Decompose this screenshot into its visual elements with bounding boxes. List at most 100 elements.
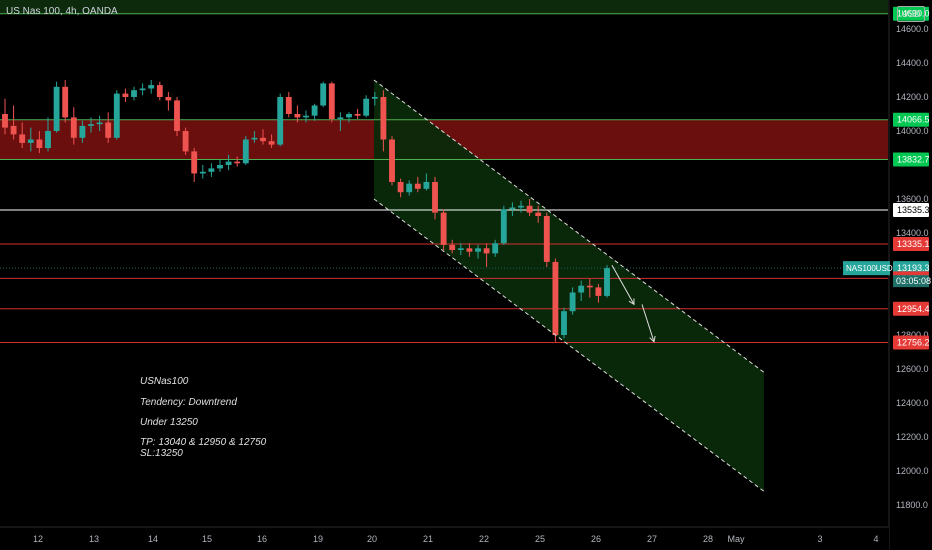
candle-body (113, 93, 120, 138)
x-tick-label: May (727, 534, 745, 544)
channel-upper-line (373, 79, 765, 373)
price-label-box (893, 237, 929, 252)
time-axis (0, 527, 889, 550)
candle-body (70, 117, 77, 138)
price-label-box (893, 202, 929, 217)
price-label-text: 14690.0 (897, 9, 930, 19)
price-label-box (893, 301, 929, 316)
x-tick-label: 19 (313, 534, 323, 544)
candle-body (96, 122, 103, 125)
candle-body (105, 122, 112, 138)
candle-body (2, 114, 8, 128)
candle-body (449, 244, 456, 250)
candle-body (199, 171, 206, 174)
candle-body (53, 86, 60, 131)
price-label: 13832.7 (893, 152, 930, 167)
candle-body (62, 86, 69, 118)
price-label-text: 12756.2 (897, 337, 930, 347)
candle-body (432, 182, 438, 213)
candle-body (242, 139, 249, 164)
candle-body (174, 100, 180, 131)
candle-body (234, 161, 241, 164)
candle-body (10, 125, 17, 135)
y-tick-label: 13600.0 (896, 194, 929, 204)
price-label: 13335.1 (893, 237, 930, 252)
candle-body (423, 182, 430, 189)
candle-body (191, 151, 198, 174)
x-tick-label: 13 (89, 534, 99, 544)
x-tick-label: 21 (423, 534, 433, 544)
price-label-box (893, 152, 929, 167)
price-label-text: 14066.5 (897, 115, 930, 125)
candle-body (595, 287, 602, 296)
x-tick-label: 16 (257, 534, 267, 544)
candle-body (457, 248, 464, 250)
x-tick-label: 20 (367, 534, 377, 544)
candle-body (526, 205, 533, 213)
annotation-line-5: SL:13250 (140, 448, 183, 459)
candle-body (225, 161, 232, 165)
symbol-tag (843, 261, 890, 276)
x-tick-label: 25 (535, 534, 545, 544)
price-label: 12756.2 (893, 335, 930, 350)
y-tick-label: 13400.0 (896, 228, 929, 238)
candle-body (139, 88, 146, 91)
annotation-line-4: TP: 13040 & 12950 & 12750 (140, 437, 267, 448)
candle-body (122, 93, 129, 97)
price-label-box (893, 335, 929, 350)
candle-body (561, 311, 567, 335)
x-tick-label: 27 (647, 534, 657, 544)
candle-body (88, 124, 94, 126)
candle-body (440, 212, 447, 245)
projection-arrow-head-0 (628, 298, 635, 306)
price-label-text: 13535.3 (897, 205, 930, 215)
y-tick-label: 12000.0 (896, 466, 929, 476)
candle-body (475, 248, 481, 252)
y-tick-label: 12200.0 (896, 432, 929, 442)
price-label-text: 13193.3 (897, 263, 930, 273)
currency-button[interactable]: USD (897, 6, 925, 22)
candle-body (492, 243, 499, 254)
annotation-line-3: Under 13250 (140, 417, 198, 428)
candle-body (208, 168, 215, 172)
price-label: 13535.3 (893, 202, 930, 217)
candle-body (354, 114, 361, 116)
candle-body (277, 97, 284, 145)
price-label: 14690.0 (893, 6, 930, 21)
candle-body (466, 248, 473, 252)
x-tick-label: 3 (817, 534, 822, 544)
candle-body (389, 139, 395, 182)
candle-body (518, 205, 524, 208)
candle-body (363, 98, 370, 116)
price-label: 12954.4 (893, 301, 930, 316)
candle-body (156, 85, 163, 97)
top-green-band (0, 0, 888, 14)
candle-body (45, 131, 51, 148)
x-tick-label: 12 (33, 534, 43, 544)
candle-body (569, 292, 576, 312)
candle-body (165, 97, 172, 101)
candle-body (397, 182, 404, 193)
candle-body (604, 268, 610, 296)
projection-arrow-0 (611, 265, 635, 305)
candle-body (509, 207, 516, 210)
candle-body (131, 90, 137, 97)
candle-body (148, 85, 155, 89)
candle-body (380, 97, 387, 140)
candle-body (346, 114, 352, 118)
y-tick-label: 14200.0 (896, 92, 929, 102)
candle-body (251, 137, 258, 140)
candle-body (303, 115, 309, 118)
candle-body (337, 117, 344, 120)
x-tick-label: 14 (148, 534, 158, 544)
candle-body (500, 209, 507, 244)
x-tick-label: 28 (703, 534, 713, 544)
candle-body (79, 125, 86, 138)
x-tick-label: 4 (873, 534, 878, 544)
candle-body (328, 83, 335, 120)
y-tick-label: 12600.0 (896, 364, 929, 374)
candle-body (535, 212, 542, 216)
price-label-box (893, 6, 929, 21)
candle-body (294, 114, 301, 118)
